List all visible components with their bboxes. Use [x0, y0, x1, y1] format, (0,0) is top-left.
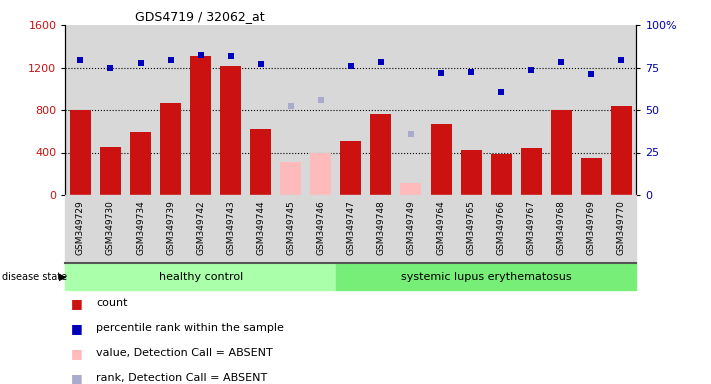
Bar [276, 195, 306, 263]
Text: ▶: ▶ [59, 271, 67, 281]
Text: GSM349769: GSM349769 [587, 200, 596, 255]
Bar [611, 106, 632, 195]
Bar [461, 151, 481, 195]
Bar [126, 25, 156, 195]
Bar [130, 132, 151, 195]
Bar [186, 195, 215, 263]
Bar [70, 110, 91, 195]
Text: GSM349734: GSM349734 [136, 200, 145, 255]
Text: ■: ■ [71, 297, 83, 310]
Bar [336, 25, 366, 195]
Bar [156, 195, 186, 263]
Bar [400, 183, 422, 195]
Bar [220, 66, 241, 195]
Text: GSM349748: GSM349748 [376, 200, 385, 255]
Text: GSM349745: GSM349745 [287, 200, 295, 255]
Bar [276, 25, 306, 195]
Text: GSM349730: GSM349730 [106, 200, 115, 255]
Bar [190, 56, 211, 195]
Text: GSM349749: GSM349749 [407, 200, 415, 255]
Bar [606, 195, 636, 263]
Text: percentile rank within the sample: percentile rank within the sample [96, 323, 284, 333]
Bar [576, 25, 606, 195]
Bar [65, 25, 95, 195]
Text: ■: ■ [71, 347, 83, 360]
Bar [546, 25, 576, 195]
Text: GSM349746: GSM349746 [316, 200, 326, 255]
Bar [186, 25, 215, 195]
Bar [426, 195, 456, 263]
Bar [215, 25, 246, 195]
Bar [396, 25, 426, 195]
Text: GSM349729: GSM349729 [76, 200, 85, 255]
Text: GSM349764: GSM349764 [437, 200, 446, 255]
Bar [370, 114, 392, 195]
Bar [95, 195, 126, 263]
Bar [396, 195, 426, 263]
Bar [246, 25, 276, 195]
Text: disease state: disease state [2, 271, 68, 281]
Bar [280, 162, 301, 195]
Text: GSM349770: GSM349770 [617, 200, 626, 255]
Bar [520, 148, 542, 195]
Bar [306, 195, 336, 263]
Bar [516, 25, 546, 195]
Bar [456, 25, 486, 195]
Text: GSM349744: GSM349744 [256, 200, 265, 255]
Bar [310, 152, 331, 195]
Bar [215, 195, 246, 263]
Bar [341, 141, 361, 195]
Bar [160, 103, 181, 195]
Text: ■: ■ [71, 322, 83, 335]
Bar [486, 195, 516, 263]
Text: ■: ■ [71, 372, 83, 384]
Bar [581, 158, 602, 195]
Bar [65, 195, 95, 263]
Bar [336, 263, 636, 290]
Text: GDS4719 / 32062_at: GDS4719 / 32062_at [135, 10, 264, 23]
Bar [486, 25, 516, 195]
Bar [606, 25, 636, 195]
Text: GSM349747: GSM349747 [346, 200, 356, 255]
Bar [366, 25, 396, 195]
Text: GSM349739: GSM349739 [166, 200, 175, 255]
Bar [95, 25, 126, 195]
Text: rank, Detection Call = ABSENT: rank, Detection Call = ABSENT [96, 373, 267, 383]
Bar [336, 195, 366, 263]
Bar [516, 195, 546, 263]
Bar [551, 110, 572, 195]
Bar [456, 195, 486, 263]
Bar [306, 25, 336, 195]
Bar [65, 263, 336, 290]
Bar [576, 195, 606, 263]
Bar [156, 25, 186, 195]
Text: GSM349767: GSM349767 [527, 200, 535, 255]
Text: count: count [96, 298, 127, 308]
Text: GSM349766: GSM349766 [496, 200, 506, 255]
Bar [491, 154, 512, 195]
Bar [100, 147, 121, 195]
Bar [430, 124, 451, 195]
Bar [546, 195, 576, 263]
Text: healthy control: healthy control [159, 271, 242, 281]
Text: GSM349743: GSM349743 [226, 200, 235, 255]
Text: GSM349768: GSM349768 [557, 200, 566, 255]
Bar [126, 195, 156, 263]
Bar [426, 25, 456, 195]
Text: systemic lupus erythematosus: systemic lupus erythematosus [401, 271, 572, 281]
Text: GSM349742: GSM349742 [196, 200, 205, 255]
Bar [250, 129, 272, 195]
Text: value, Detection Call = ABSENT: value, Detection Call = ABSENT [96, 348, 273, 358]
Text: GSM349765: GSM349765 [466, 200, 476, 255]
Bar [246, 195, 276, 263]
Bar [366, 195, 396, 263]
